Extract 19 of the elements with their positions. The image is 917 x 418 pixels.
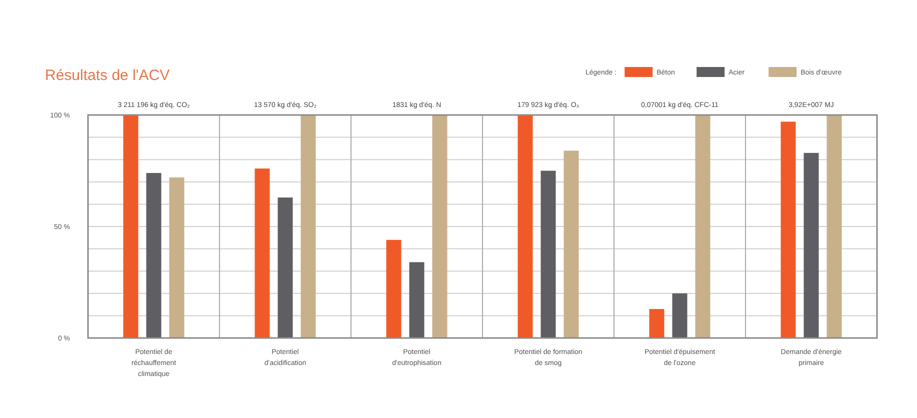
- bar: [146, 172, 162, 338]
- bar: [540, 170, 556, 338]
- chart-title: Résultats de l'ACV: [45, 67, 170, 84]
- bar: [409, 262, 424, 338]
- bar: [804, 152, 819, 338]
- bar: [672, 293, 688, 338]
- bar: [386, 240, 402, 338]
- bar: [780, 122, 796, 338]
- bar: [564, 150, 579, 338]
- bar: [826, 115, 842, 338]
- bar: [169, 177, 184, 338]
- bar: [254, 168, 270, 338]
- bar: [123, 115, 138, 338]
- bar: [432, 115, 448, 338]
- bar: [278, 198, 293, 338]
- bar: [649, 309, 664, 338]
- bar: [695, 115, 710, 338]
- bar: [518, 115, 533, 338]
- bar: [300, 115, 316, 338]
